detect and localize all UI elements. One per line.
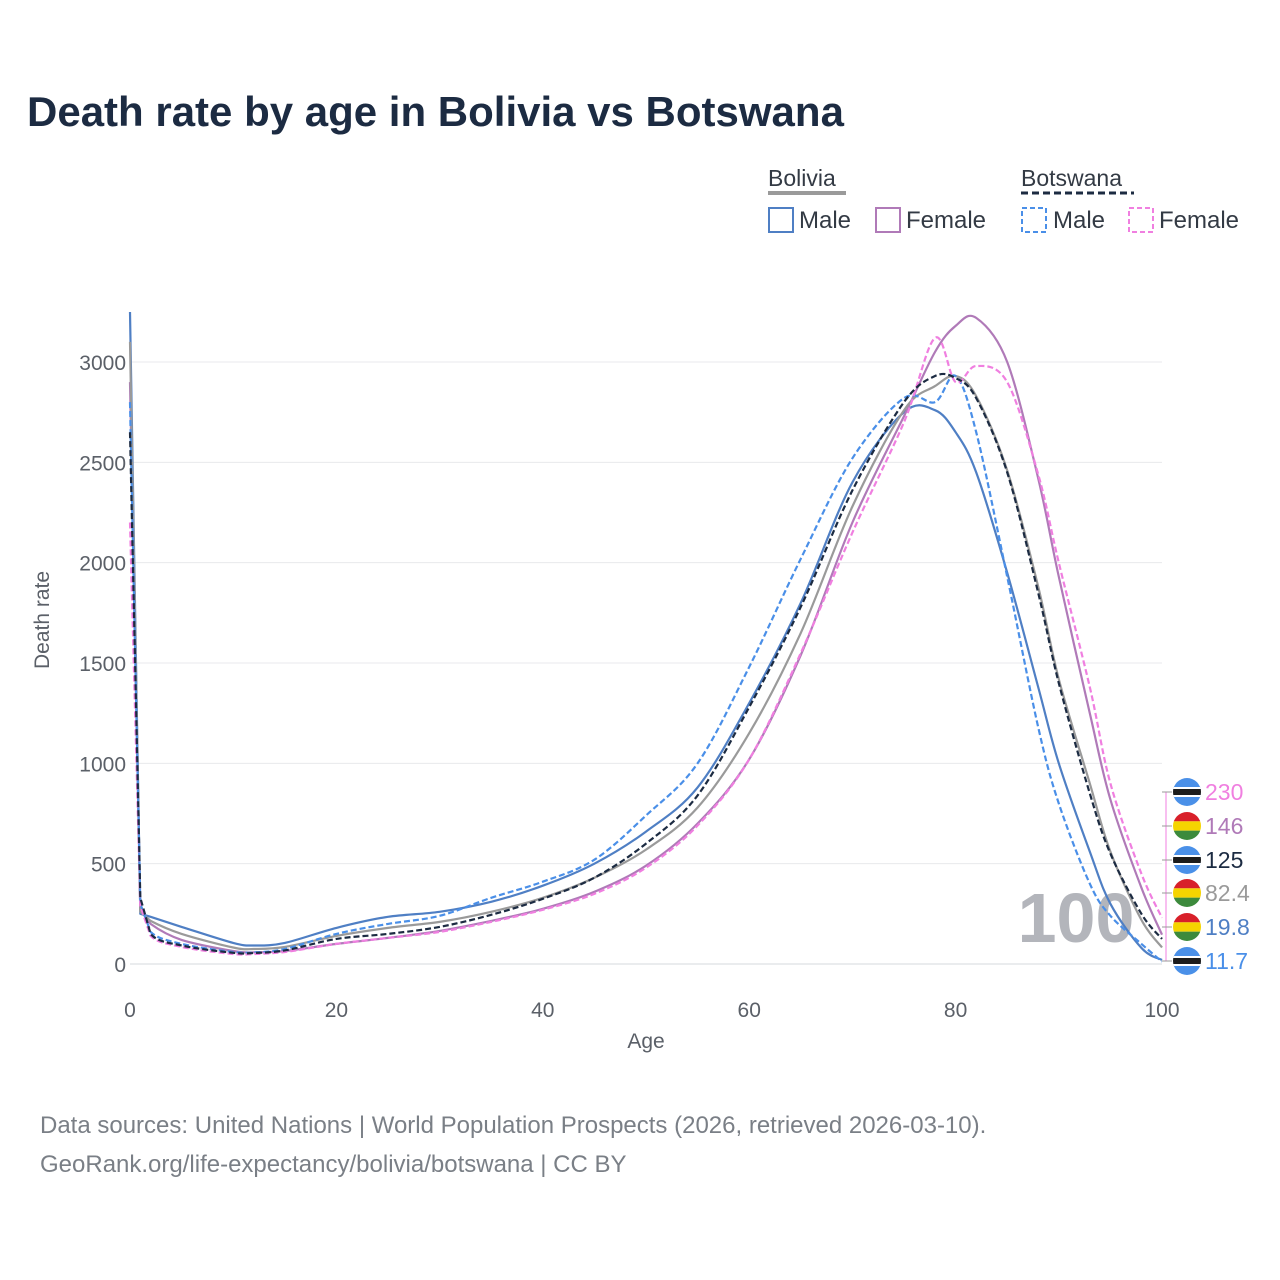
x-tick-label: 0 (124, 999, 136, 1022)
flag-bolivia-icon (1173, 879, 1201, 907)
legend-swatch-bolivia-male[interactable] (768, 207, 794, 233)
age-marker: 100 (1018, 879, 1135, 957)
series-line-botswana-male[interactable] (128, 374, 1163, 963)
series-line-bolivia-female[interactable] (128, 314, 1164, 954)
y-tick-label: 2500 (79, 452, 126, 475)
flag-botswana-icon (1173, 947, 1201, 975)
y-tick-label: 3000 (79, 352, 126, 375)
end-labels: 230 146 125 82.4 19.8 11.7 (1162, 778, 1250, 975)
x-tick-label: 100 (1144, 999, 1179, 1022)
flag-botswana-icon (1173, 846, 1201, 874)
legend-label-bolivia-female[interactable]: Female (906, 207, 986, 234)
x-axis-ticks: 0 20 40 60 80 100 (124, 999, 1179, 1022)
y-tick-label: 0 (114, 954, 126, 977)
legend-swatch-botswana-male[interactable] (1021, 207, 1047, 233)
series-line-botswana-total[interactable] (128, 372, 1163, 955)
y-axis-title: Death rate (31, 571, 54, 669)
y-tick-label: 1500 (79, 653, 126, 676)
legend-country-botswana: Botswana (1021, 165, 1122, 191)
series-line-bolivia-total[interactable] (128, 341, 1163, 951)
legend-swatch-botswana-female[interactable] (1128, 207, 1154, 233)
legend-country-bolivia: Bolivia (768, 165, 836, 191)
end-label-value: 230 (1205, 779, 1243, 805)
x-tick-label: 20 (325, 999, 348, 1022)
series-line-botswana-female[interactable] (128, 336, 1163, 956)
legend-label-bolivia-male[interactable]: Male (799, 207, 851, 234)
y-axis-ticks: 0 500 1000 1500 2000 2500 3000 (79, 352, 126, 977)
gridlines (130, 361, 1162, 965)
x-axis-title: Age (627, 1030, 664, 1053)
flag-botswana-icon (1173, 778, 1201, 806)
y-tick-label: 1000 (79, 753, 126, 776)
legend-label-botswana-male[interactable]: Male (1053, 207, 1105, 234)
end-label-value: 82.4 (1205, 880, 1250, 906)
source-note: Data sources: United Nations | World Pop… (40, 1106, 986, 1184)
end-label-value: 125 (1205, 847, 1243, 873)
end-label-value: 11.7 (1205, 948, 1248, 974)
chart-title: Death rate by age in Bolivia vs Botswana (27, 88, 844, 135)
end-label-value: 146 (1205, 813, 1243, 839)
legend-swatch-bolivia-female[interactable] (875, 207, 901, 233)
source-line-2[interactable]: GeoRank.org/life-expectancy/bolivia/bots… (40, 1151, 627, 1178)
end-label-value: 19.8 (1205, 914, 1250, 940)
series-lines (128, 311, 1164, 963)
source-line-1: Data sources: United Nations | World Pop… (40, 1112, 987, 1139)
y-tick-label: 2000 (79, 553, 126, 576)
flag-bolivia-icon (1173, 812, 1201, 840)
series-line-bolivia-male[interactable] (128, 311, 1163, 961)
x-tick-label: 60 (738, 999, 761, 1022)
x-tick-label: 80 (944, 999, 967, 1022)
y-tick-label: 500 (91, 854, 126, 877)
legend: Bolivia Botswana Male Female Male Female (768, 165, 1239, 234)
flag-bolivia-icon (1173, 913, 1201, 941)
x-tick-label: 40 (531, 999, 554, 1022)
legend-label-botswana-female[interactable]: Female (1159, 207, 1239, 234)
